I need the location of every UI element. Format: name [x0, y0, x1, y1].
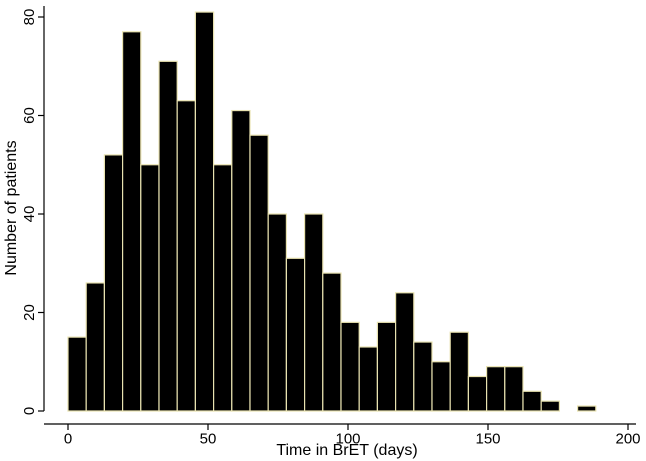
histogram-bar	[358, 346, 379, 412]
y-tick-label: 40	[21, 206, 38, 223]
histogram-bar	[522, 390, 542, 412]
y-tick-label: 0	[21, 407, 38, 415]
x-tick-label: 200	[615, 430, 640, 447]
histogram-bar	[431, 361, 451, 412]
histogram-bar	[504, 366, 524, 412]
histogram-bar	[158, 60, 178, 412]
histogram-bar	[121, 31, 142, 412]
histogram-bar	[322, 272, 342, 412]
x-axis-title: Time in BrET (days)	[276, 442, 417, 459]
histogram-bar	[467, 375, 488, 412]
histogram-bar	[249, 134, 269, 412]
histogram-bar	[103, 154, 124, 412]
bars-group	[67, 11, 597, 412]
x-tick-label: 0	[64, 430, 72, 447]
histogram-bar	[540, 400, 561, 412]
histogram-bar	[486, 366, 506, 412]
histogram-bar	[304, 213, 324, 412]
histogram-bar	[213, 164, 233, 412]
x-tick-label: 100	[335, 430, 360, 447]
y-tick-label: 60	[21, 107, 38, 124]
histogram-bar	[395, 292, 415, 412]
histogram-bar	[376, 321, 397, 412]
y-tick-label: 80	[21, 9, 38, 26]
x-tick-label: 50	[200, 430, 217, 447]
histogram-bar	[285, 257, 306, 412]
histogram-bar	[176, 100, 196, 412]
histogram-bar	[413, 341, 433, 412]
y-tick-label: 20	[21, 304, 38, 321]
histogram-bar	[140, 164, 160, 412]
histogram-bar	[267, 213, 288, 412]
histogram-bar	[449, 331, 470, 412]
histogram-bar	[67, 336, 87, 412]
x-tick-label: 150	[475, 430, 500, 447]
histogram-bar	[231, 109, 251, 412]
x-ticks-group: 0 50 100 150 200	[64, 424, 641, 447]
histogram-bar	[85, 282, 105, 412]
histogram-bar	[194, 11, 215, 412]
histogram-bar	[340, 321, 360, 412]
y-ticks-group: 0 20 40 60 80	[21, 9, 44, 415]
y-axis-title: Number of patients	[3, 140, 20, 275]
histogram-bar	[576, 405, 597, 412]
